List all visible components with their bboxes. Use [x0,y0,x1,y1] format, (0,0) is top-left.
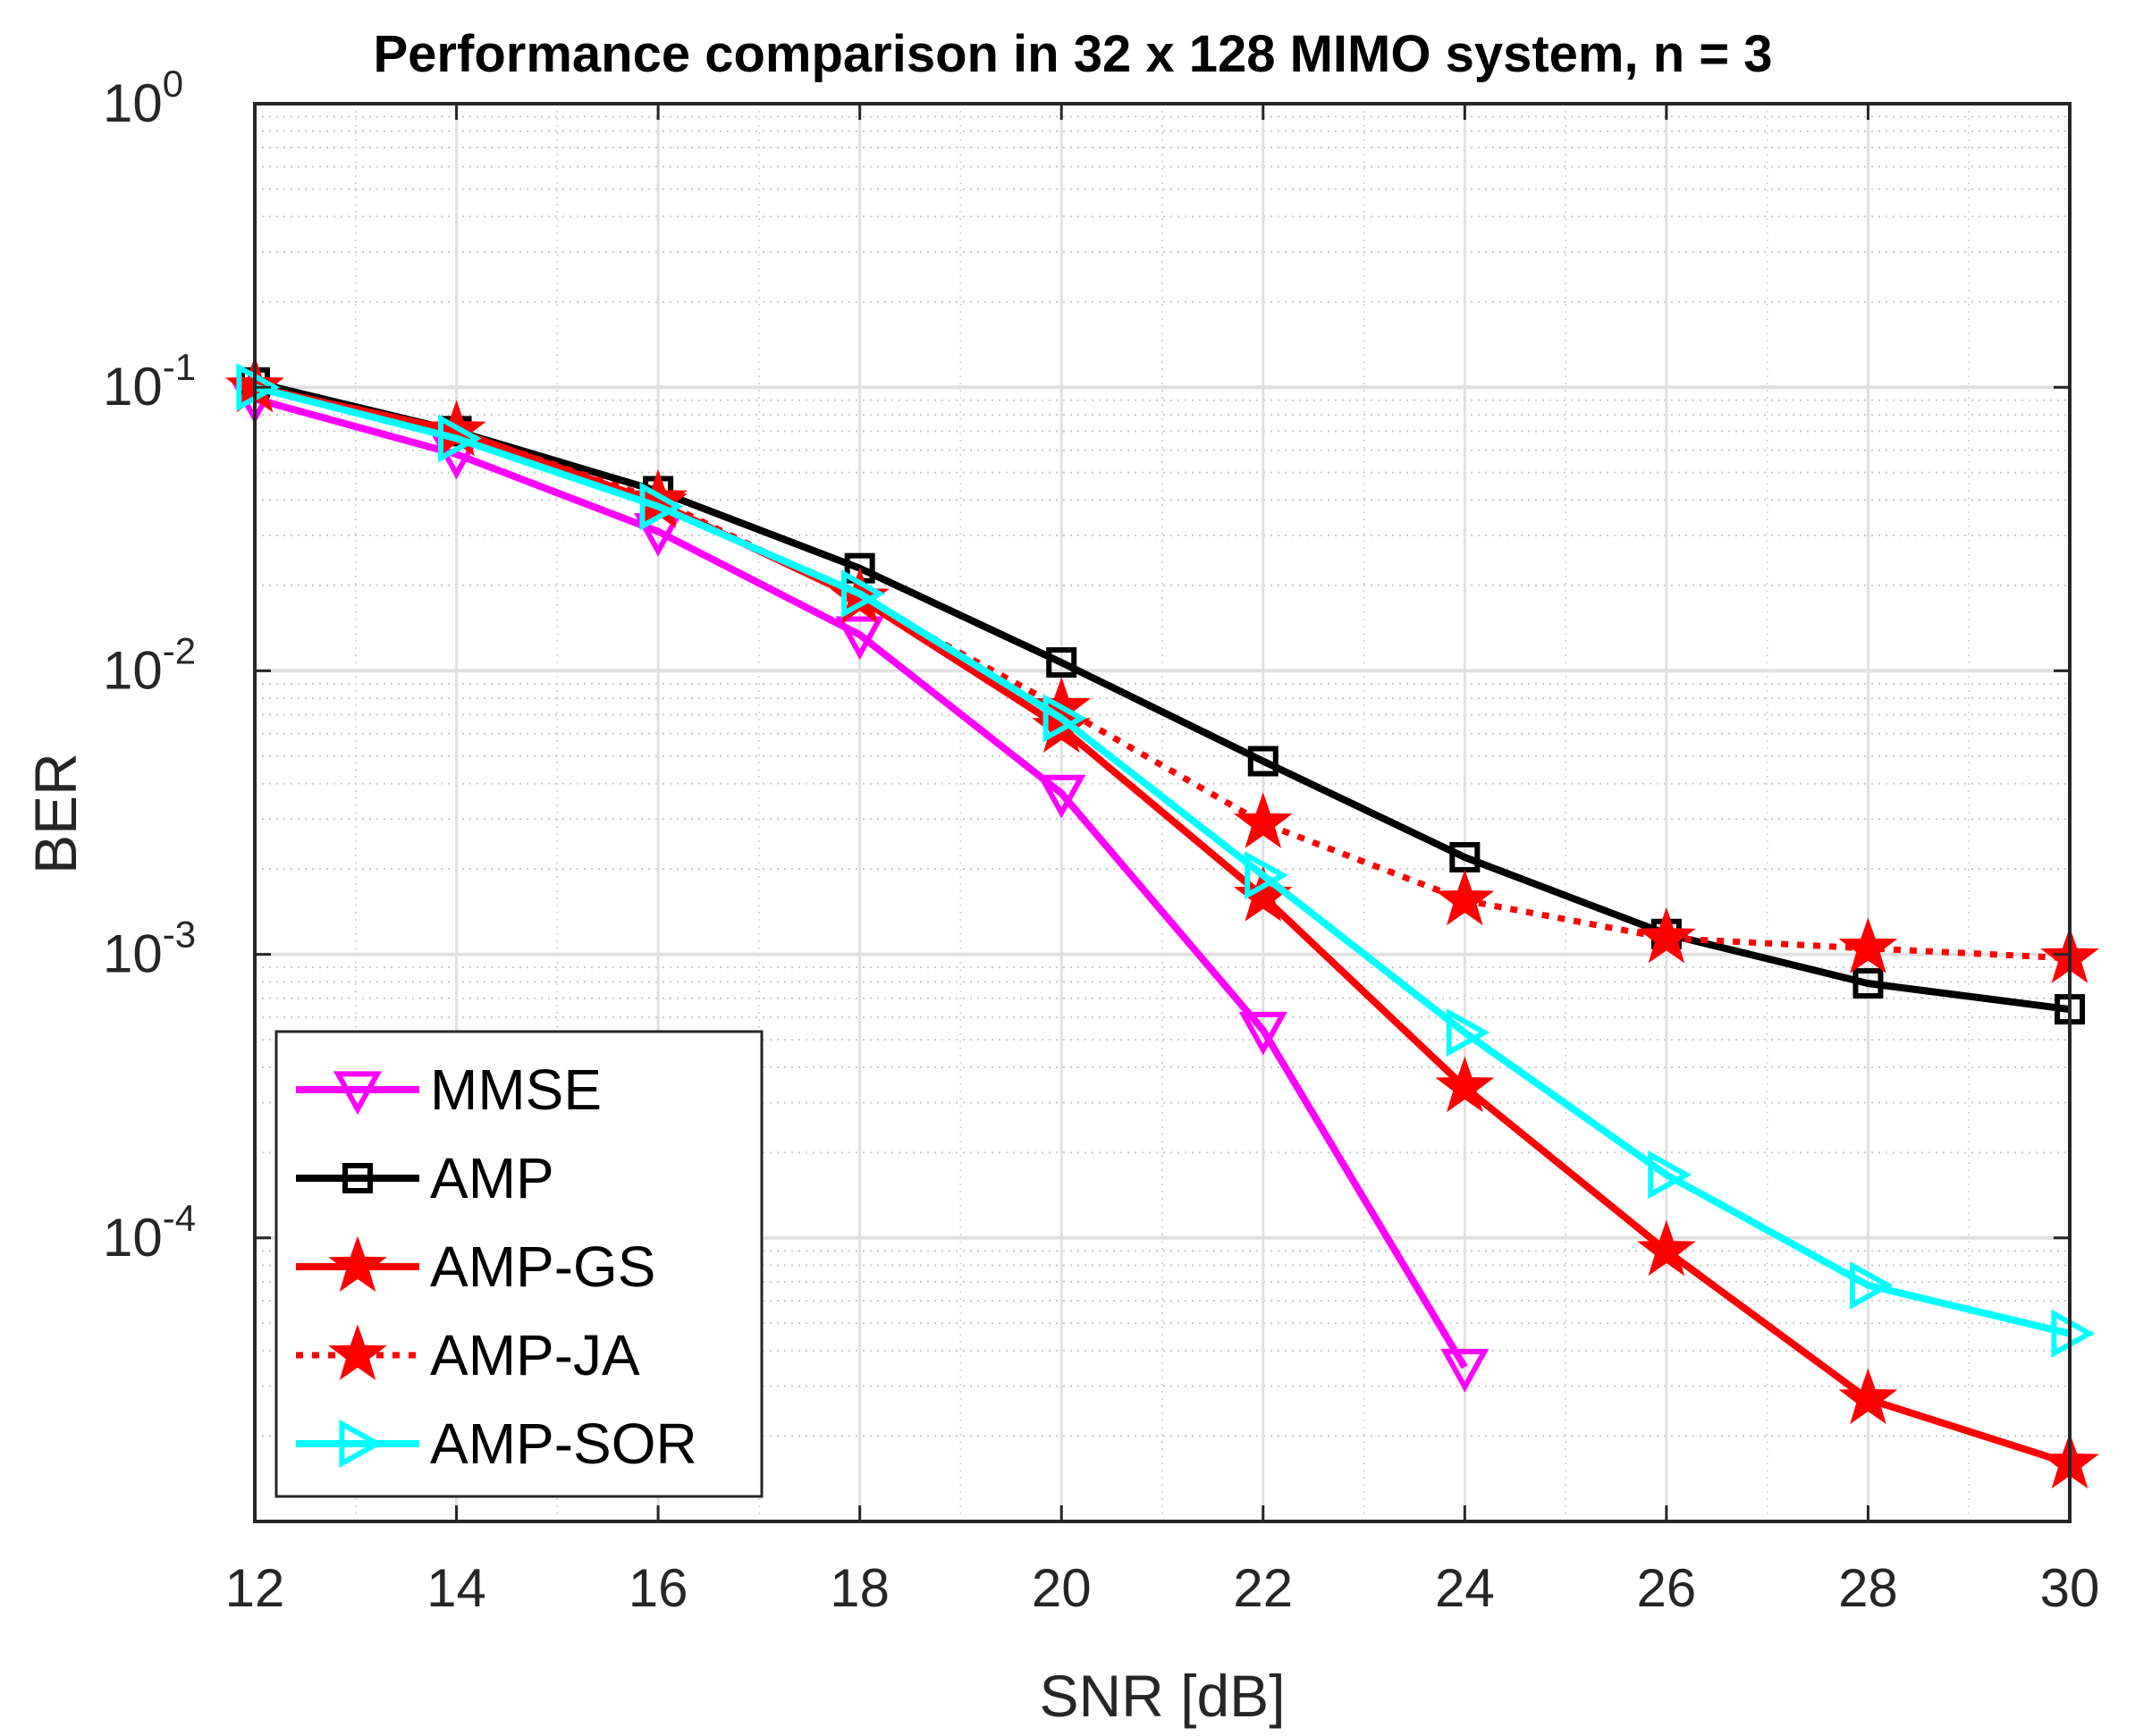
legend-label: AMP-JA [430,1323,640,1387]
chart-title: Performance comparison in 32 x 128 MIMO … [373,25,1772,83]
y-tick-exponent: -4 [163,1197,196,1239]
series-line [254,383,2072,1468]
legend-item-amp-ja: AMP-JA [296,1323,640,1387]
y-tick-label: 100 [103,63,183,133]
data-point [1046,647,1077,678]
x-tick-label: 14 [426,1558,486,1618]
data-point [1037,774,1086,819]
series-line [254,383,2071,1337]
y-axis-label: BER [22,753,89,874]
legend-label: AMP-SOR [430,1412,697,1476]
y-tick-base: 10 [103,924,163,984]
legend-marker [342,1163,373,1193]
y-tick-exponent: -2 [163,629,196,671]
data-point [1247,746,1279,777]
data-point [2051,1309,2096,1358]
data-point [1435,869,1495,926]
series-line [254,383,2071,962]
x-tick-label: 18 [830,1558,890,1618]
legend-label: MMSE [430,1058,602,1122]
legend-item-amp-gs: AMP-GS [296,1235,655,1299]
legend-item-mmse: MMSE [296,1058,602,1122]
legend-marker [333,1071,383,1116]
y-tick-exponent: 0 [163,63,183,105]
data-point [1440,1348,1490,1393]
legend-marker [328,1235,387,1293]
legend-label: AMP-GS [430,1235,655,1299]
x-tick-label: 20 [1032,1558,1092,1618]
legend-marker [328,1324,387,1381]
y-tick-label: 10-1 [103,346,196,417]
x-axis-label: SNR [dB] [1039,1663,1285,1729]
data-point [1637,906,1696,964]
data-point [1245,851,1288,900]
data-point [835,616,884,661]
data-point [1042,694,1087,743]
data-point [1838,1368,1898,1425]
legend-label: AMP [430,1146,554,1210]
series-amp-sor [236,363,2096,1358]
y-tick-label: 10-4 [103,1197,196,1268]
axes-box [253,102,2072,1523]
x-tick-label: 26 [1637,1558,1697,1618]
x-tick-label: 24 [1435,1558,1495,1618]
legend: MMSE AMP AMP-GS AMP-JA AMP-SOR [274,1030,764,1498]
x-tick-label: 16 [629,1558,688,1618]
y-tick-base: 10 [103,357,163,417]
y-tick-base: 10 [103,1208,163,1268]
y-tick-base: 10 [103,640,163,700]
data-point [1435,1056,1495,1113]
y-tick-exponent: -1 [163,346,196,388]
y-tick-base: 10 [103,73,163,133]
data-point [236,363,281,412]
data-point [841,569,885,619]
y-tick-label: 10-3 [103,914,196,984]
data-point [437,414,482,463]
x-tick-label: 22 [1233,1558,1293,1618]
y-tick-label: 10-2 [103,629,196,700]
legend-item-amp: AMP [296,1146,554,1210]
legend-marker [339,1419,384,1469]
series-line [254,378,2071,1014]
data-point [1849,1260,1894,1310]
data-point [1238,1011,1287,1056]
x-tick-label: 28 [1838,1558,1898,1618]
data-point [1838,917,1898,973]
data-point [639,482,684,531]
data-point [1852,968,1884,999]
x-tick-label: 30 [2040,1558,2100,1618]
data-point [1637,1219,1696,1277]
y-tick-exponent: -3 [163,914,196,956]
data-point [1233,792,1293,848]
data-point [1446,1007,1490,1058]
x-tick-label: 12 [225,1558,285,1618]
legend-item-amp-sor: AMP-SOR [296,1412,697,1476]
series-line [253,395,1468,1369]
data-point [1648,1150,1692,1200]
